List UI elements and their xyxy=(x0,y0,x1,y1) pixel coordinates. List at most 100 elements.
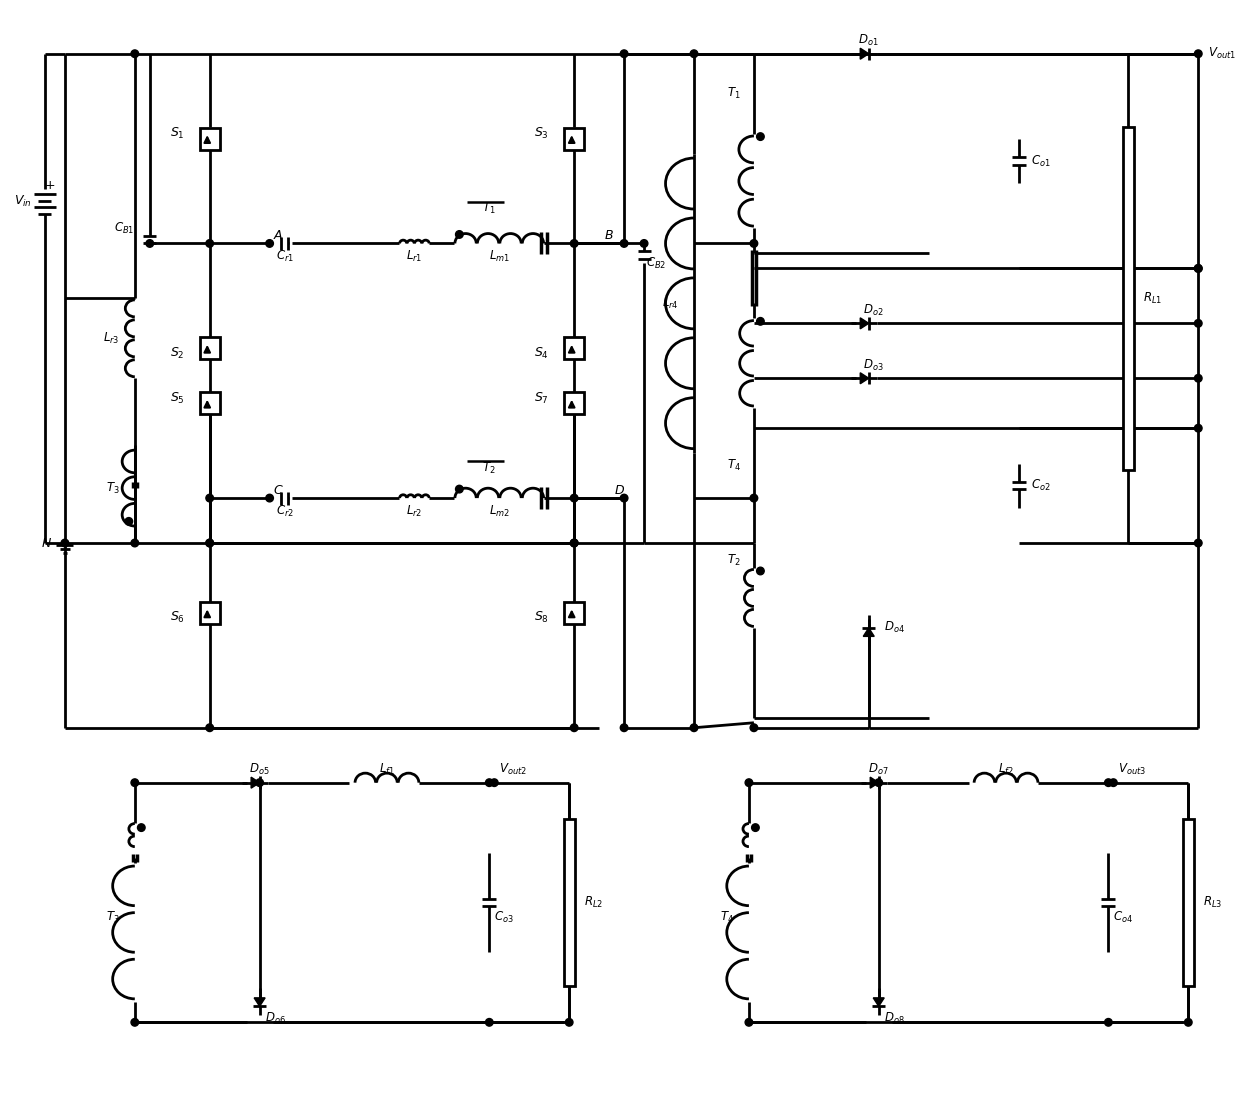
Circle shape xyxy=(131,779,139,786)
Circle shape xyxy=(620,239,627,247)
Text: $N$: $N$ xyxy=(41,536,52,549)
Text: $D$: $D$ xyxy=(614,483,625,496)
Circle shape xyxy=(206,539,213,547)
Circle shape xyxy=(640,239,647,247)
Circle shape xyxy=(206,239,213,247)
Text: $D_{o1}$: $D_{o1}$ xyxy=(858,33,879,49)
Text: $C_{o2}$: $C_{o2}$ xyxy=(1030,478,1050,493)
Bar xyxy=(1183,818,1194,986)
Text: $V_{out1}$: $V_{out1}$ xyxy=(1208,46,1236,62)
Polygon shape xyxy=(254,998,265,1006)
Circle shape xyxy=(1194,425,1202,432)
Circle shape xyxy=(265,494,273,502)
Circle shape xyxy=(131,50,139,57)
Bar xyxy=(564,818,574,986)
Bar xyxy=(564,393,584,415)
Text: $T_1$: $T_1$ xyxy=(728,86,742,101)
Text: $L_{r4}$: $L_{r4}$ xyxy=(662,296,680,311)
Bar xyxy=(200,338,219,360)
Circle shape xyxy=(131,1018,139,1026)
Text: $C_{o1}$: $C_{o1}$ xyxy=(1030,153,1050,169)
Text: $S_7$: $S_7$ xyxy=(534,390,549,406)
Text: $L_{m2}$: $L_{m2}$ xyxy=(489,503,510,518)
Text: $L_{r2}$: $L_{r2}$ xyxy=(407,503,423,518)
Circle shape xyxy=(570,724,578,731)
Circle shape xyxy=(570,539,578,547)
Text: $T_2$: $T_2$ xyxy=(728,553,742,568)
Text: $A$: $A$ xyxy=(273,229,283,242)
Circle shape xyxy=(486,1018,494,1026)
Polygon shape xyxy=(870,778,879,789)
Circle shape xyxy=(61,539,68,547)
Circle shape xyxy=(756,567,764,575)
Text: $S_4$: $S_4$ xyxy=(534,345,549,361)
Text: $S_1$: $S_1$ xyxy=(170,126,185,141)
Text: $D_{o8}$: $D_{o8}$ xyxy=(884,1010,904,1026)
Circle shape xyxy=(750,494,758,502)
Circle shape xyxy=(875,779,883,786)
Bar xyxy=(1123,127,1133,470)
Text: $B$: $B$ xyxy=(604,229,614,242)
Circle shape xyxy=(570,539,578,547)
Text: $S_6$: $S_6$ xyxy=(170,610,185,625)
Text: $V_{in}$: $V_{in}$ xyxy=(14,194,32,210)
Text: $S_5$: $S_5$ xyxy=(170,390,185,406)
Text: $C_{B1}$: $C_{B1}$ xyxy=(114,221,135,236)
Circle shape xyxy=(131,539,139,547)
Circle shape xyxy=(1184,1018,1192,1026)
Text: $L_{r3}$: $L_{r3}$ xyxy=(103,331,120,346)
Circle shape xyxy=(570,494,578,502)
Circle shape xyxy=(1194,50,1202,57)
Text: $L_{f2}$: $L_{f2}$ xyxy=(998,762,1014,778)
Text: $L_{r1}$: $L_{r1}$ xyxy=(407,249,423,264)
Text: $D_{o2}$: $D_{o2}$ xyxy=(863,303,884,318)
Text: $C_{r1}$: $C_{r1}$ xyxy=(275,249,294,264)
Circle shape xyxy=(1105,779,1112,786)
Text: $R_{L1}$: $R_{L1}$ xyxy=(1143,291,1163,306)
Circle shape xyxy=(455,231,463,238)
Circle shape xyxy=(691,724,698,731)
Text: $V_{out2}$: $V_{out2}$ xyxy=(500,762,527,778)
Polygon shape xyxy=(252,778,259,789)
Polygon shape xyxy=(861,49,869,60)
Circle shape xyxy=(750,724,758,731)
Text: $T_4$: $T_4$ xyxy=(727,458,742,473)
Circle shape xyxy=(206,724,213,731)
Text: $L_{f1}$: $L_{f1}$ xyxy=(379,762,394,778)
Circle shape xyxy=(1194,265,1202,272)
Text: $T_3$: $T_3$ xyxy=(107,910,120,925)
Circle shape xyxy=(620,724,627,731)
Bar xyxy=(200,128,219,150)
Circle shape xyxy=(691,50,698,57)
Text: $C$: $C$ xyxy=(273,483,283,496)
Bar xyxy=(200,393,219,415)
Polygon shape xyxy=(861,318,869,329)
Text: $D_{o5}$: $D_{o5}$ xyxy=(249,762,270,778)
Circle shape xyxy=(138,824,145,832)
Circle shape xyxy=(255,779,263,786)
Bar xyxy=(564,602,584,624)
Circle shape xyxy=(620,494,627,502)
Circle shape xyxy=(455,485,463,493)
Circle shape xyxy=(745,1018,753,1026)
Circle shape xyxy=(206,539,213,547)
Circle shape xyxy=(756,132,764,140)
Bar xyxy=(564,338,584,360)
Circle shape xyxy=(570,239,578,247)
Text: $+$: $+$ xyxy=(45,179,56,192)
Text: $D_{o7}$: $D_{o7}$ xyxy=(868,762,889,778)
Text: $T_3$: $T_3$ xyxy=(107,481,120,495)
Circle shape xyxy=(206,494,213,502)
Polygon shape xyxy=(863,628,874,636)
Circle shape xyxy=(1105,1018,1112,1026)
Text: $C_{o4}$: $C_{o4}$ xyxy=(1114,910,1133,925)
Circle shape xyxy=(125,517,133,525)
Circle shape xyxy=(1110,779,1117,786)
Circle shape xyxy=(1194,265,1202,272)
Text: $R_{L2}$: $R_{L2}$ xyxy=(584,895,604,910)
Circle shape xyxy=(1194,374,1202,382)
Text: $T_2$: $T_2$ xyxy=(482,461,496,475)
Text: $T_1$: $T_1$ xyxy=(482,201,496,216)
Circle shape xyxy=(1194,539,1202,547)
Circle shape xyxy=(620,50,627,57)
